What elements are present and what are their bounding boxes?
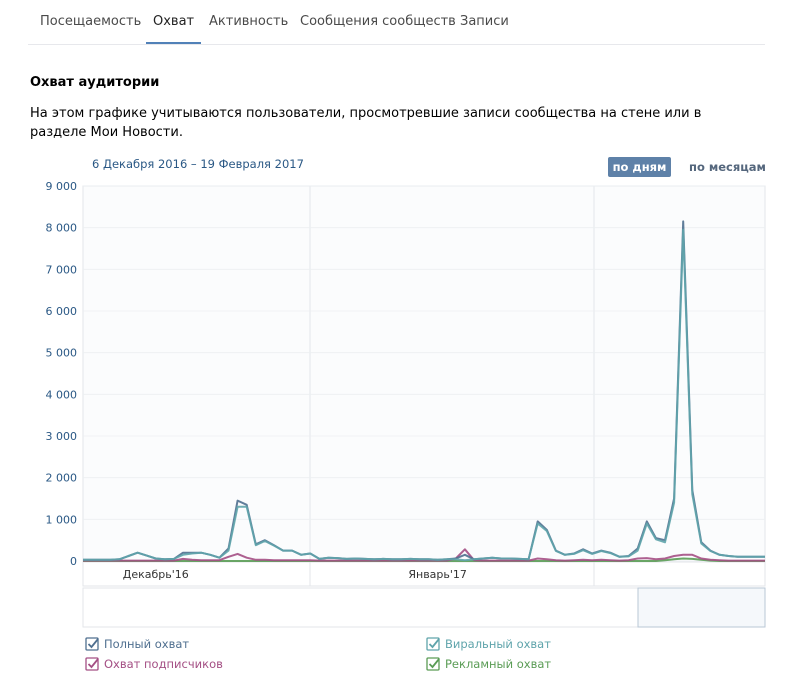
legend-check[interactable] [428, 658, 440, 669]
plot-area [82, 185, 766, 563]
y-tick-label: 6 000 [46, 305, 78, 318]
legend-label[interactable]: Охват подписчиков [104, 657, 223, 671]
navigator-window[interactable] [637, 587, 766, 628]
legend-check[interactable] [87, 658, 99, 669]
legend-check[interactable] [428, 638, 440, 649]
y-tick-label: 9 000 [46, 180, 78, 193]
y-tick-label: 3 000 [46, 430, 78, 443]
y-tick-label: 4 000 [46, 388, 78, 401]
y-tick-label: 5 000 [46, 347, 78, 360]
x-tick-label: Январь'17 [408, 568, 467, 581]
legend-label[interactable]: Виральный охват [445, 637, 551, 651]
y-tick-label: 7 000 [46, 263, 78, 276]
period-button-bg[interactable] [608, 157, 671, 177]
x-axis-band [82, 561, 766, 587]
tab[interactable]: Охват [153, 14, 195, 29]
legend-checkbox[interactable] [426, 657, 440, 671]
period-button[interactable]: по месяцам [689, 160, 766, 174]
tab[interactable]: Активность [209, 14, 289, 29]
y-tick-label: 0 [70, 555, 77, 568]
x-tick-label: Декабрь'16 [123, 568, 189, 581]
tab[interactable]: Записи [460, 14, 509, 29]
tab[interactable]: Сообщения сообществ [300, 14, 456, 29]
y-tick-label: 2 000 [46, 472, 78, 485]
date-range: 6 Декабря 2016 – 19 Февраля 2017 [92, 157, 304, 171]
legend-checkbox[interactable] [426, 637, 440, 651]
tab[interactable]: Посещаемость [40, 14, 142, 29]
legend-checkbox[interactable] [85, 657, 99, 671]
y-tick-label: 1 000 [46, 513, 78, 526]
y-tick-label: 8 000 [46, 222, 78, 235]
series-line [83, 548, 765, 562]
description: На этом графике учитываются пользователи… [30, 106, 702, 140]
legend-label[interactable]: Рекламный охват [445, 657, 551, 671]
series-line [83, 228, 765, 562]
legend-label[interactable]: Полный охват [104, 637, 189, 651]
legend-checkbox[interactable] [85, 637, 99, 651]
section-title: Охват аудитории [30, 75, 160, 90]
legend-check[interactable] [87, 638, 99, 649]
tab-underline [146, 42, 201, 44]
period-button[interactable]: по дням [613, 160, 667, 174]
tab-separator [28, 44, 765, 45]
